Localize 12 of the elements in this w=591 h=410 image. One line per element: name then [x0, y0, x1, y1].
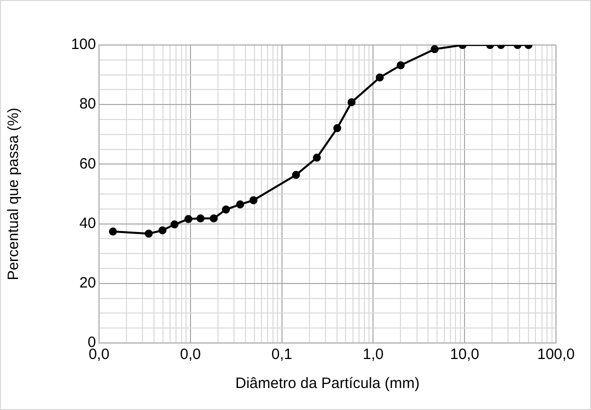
x-tick-label: 10,0	[450, 346, 480, 364]
x-tick-label: 0,0	[180, 346, 201, 364]
y-axis-title: Percentual que passa (%)	[5, 108, 22, 280]
y-tick-label: 40	[79, 214, 96, 232]
x-axis-title: Diâmetro da Partícula (mm)	[235, 375, 420, 392]
y-tick-label: 100	[70, 36, 96, 54]
y-tick-label: 20	[79, 274, 96, 292]
y-tick-label: 80	[79, 96, 96, 113]
y-tick-label: 60	[79, 155, 96, 172]
x-tick-label: 1,0	[362, 346, 384, 364]
x-tick-label: 100,0	[537, 346, 575, 364]
x-tick-label: 0,1	[271, 346, 292, 364]
